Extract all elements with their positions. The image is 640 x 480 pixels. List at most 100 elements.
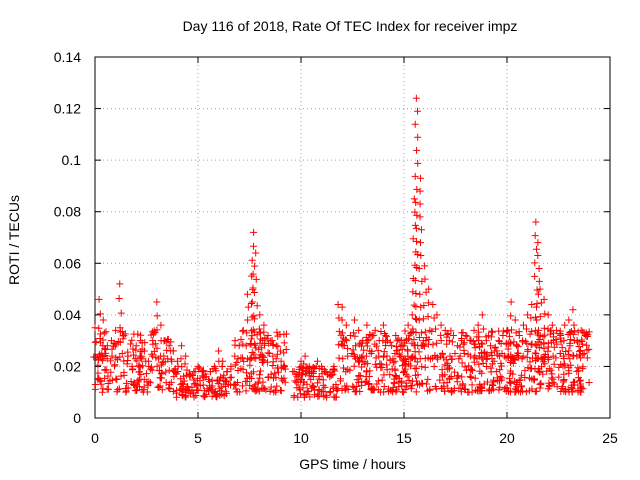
data-point-spread xyxy=(421,328,429,336)
data-point-background xyxy=(103,385,111,393)
data-point-spread xyxy=(252,354,260,362)
data-point xyxy=(250,228,258,236)
data-point-spread xyxy=(115,295,123,303)
data-point-spread xyxy=(432,325,440,333)
data-point xyxy=(437,321,445,329)
data-point-spread xyxy=(508,354,516,362)
data-point-spread xyxy=(145,362,153,370)
data-point xyxy=(404,321,412,329)
data-point-spread xyxy=(251,340,259,348)
data-point-spread xyxy=(534,252,542,260)
data-point xyxy=(235,342,243,350)
data-point-background xyxy=(217,387,225,395)
data-point-background xyxy=(474,387,482,395)
data-point xyxy=(524,311,532,319)
data-point-background xyxy=(366,330,374,338)
data-point-spread xyxy=(507,312,515,320)
data-point-spread xyxy=(103,355,111,363)
data-point-background xyxy=(139,388,147,396)
x-tick-label: 25 xyxy=(602,430,618,446)
data-point-spread xyxy=(413,146,421,154)
data-point-background xyxy=(420,342,428,350)
data-point-background xyxy=(200,387,208,395)
data-point-background xyxy=(481,348,489,356)
data-point-spread xyxy=(566,329,574,337)
data-point xyxy=(482,337,490,345)
data-point-background xyxy=(336,377,344,385)
data-point-spread xyxy=(277,357,285,365)
data-point-spread xyxy=(560,352,568,360)
data-point-background xyxy=(378,376,386,384)
data-point xyxy=(260,321,268,329)
data-point-spread xyxy=(410,341,418,349)
data-point-background xyxy=(579,328,587,336)
data-point-spread xyxy=(248,256,256,264)
data-point-background xyxy=(357,372,365,380)
data-point-background xyxy=(130,351,138,359)
data-point-background xyxy=(148,366,156,374)
data-point-background xyxy=(172,389,180,397)
data-point-background xyxy=(506,332,514,340)
data-point-spread xyxy=(335,354,343,362)
data-point xyxy=(173,357,181,365)
data-point-spread xyxy=(412,289,420,297)
data-point-background xyxy=(255,371,263,379)
data-point xyxy=(116,280,124,288)
data-point-background xyxy=(576,346,584,354)
data-point-background xyxy=(220,371,228,379)
data-point xyxy=(429,301,437,309)
data-point-spread xyxy=(437,352,445,360)
data-point-background xyxy=(473,333,481,341)
data-point-background xyxy=(365,336,373,344)
data-point-background xyxy=(280,330,288,338)
data-point-background xyxy=(566,336,574,344)
data-point-spread xyxy=(411,276,419,284)
data-point-background xyxy=(362,373,370,381)
data-point xyxy=(219,357,227,365)
data-point-background xyxy=(156,374,164,382)
data-point-background xyxy=(104,372,112,380)
data-point-background xyxy=(377,360,385,368)
data-point-spread xyxy=(412,224,420,232)
data-point-background xyxy=(269,340,277,348)
data-point-spread xyxy=(408,353,416,361)
data-point-background xyxy=(489,378,497,386)
data-point-spread xyxy=(411,120,419,128)
data-point-background xyxy=(170,373,178,381)
data-point-background xyxy=(291,377,299,385)
data-point-background xyxy=(536,384,544,392)
data-point xyxy=(338,303,346,311)
data-point-background xyxy=(280,361,288,369)
data-point-background xyxy=(399,356,407,364)
data-point-background xyxy=(249,368,257,376)
data-point-background xyxy=(438,371,446,379)
data-point xyxy=(515,331,523,339)
y-axis-label: ROTI / TECUs xyxy=(6,195,22,285)
data-point-background xyxy=(495,337,503,345)
data-point-background xyxy=(271,369,279,377)
data-point-background xyxy=(487,333,495,341)
data-point-spread xyxy=(247,340,255,348)
data-point-spread xyxy=(416,200,424,208)
data-point-spread xyxy=(421,275,429,283)
data-point-background xyxy=(128,336,136,344)
data-point-spread xyxy=(414,250,422,258)
data-point xyxy=(388,342,396,350)
data-point xyxy=(272,342,280,350)
data-point-spread xyxy=(424,299,432,307)
data-point-background xyxy=(214,376,222,384)
data-point-spread xyxy=(123,360,131,368)
data-point-background xyxy=(251,387,259,395)
data-point-background xyxy=(555,373,563,381)
data-point-background xyxy=(383,366,391,374)
data-point-background xyxy=(232,385,240,393)
data-point-spread xyxy=(411,314,419,322)
data-point-spread xyxy=(174,362,182,370)
data-point-background xyxy=(354,358,362,366)
data-point-background xyxy=(422,336,430,344)
data-point-spread xyxy=(177,355,185,363)
data-point-background xyxy=(407,385,415,393)
data-point-background xyxy=(487,368,495,376)
data-point-background xyxy=(401,365,409,373)
data-point-background xyxy=(355,378,363,386)
